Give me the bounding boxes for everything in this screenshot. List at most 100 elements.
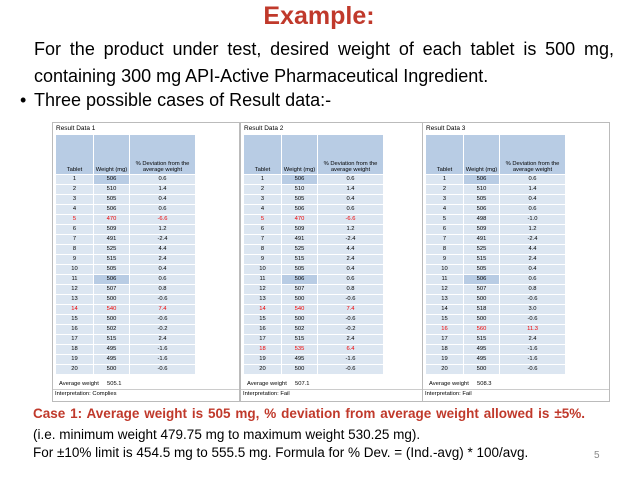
table-cell: 3: [243, 194, 282, 205]
table-cell: 2.4: [317, 334, 384, 345]
table-cell: 498: [463, 214, 500, 225]
table-cell: 0.8: [499, 284, 566, 295]
table-cell: 1.2: [129, 224, 196, 235]
table-row: 3 505 0.4: [55, 194, 196, 205]
table-row: 8 525 4.4: [243, 244, 384, 255]
table-cell: 4.4: [129, 244, 196, 255]
table-row: 7 491 -2.4: [243, 234, 384, 245]
average-value: 507.1: [295, 381, 310, 387]
table-cell: -0.6: [129, 314, 196, 325]
table-caption: Result Data 2: [244, 125, 284, 132]
table-cell: -1.6: [129, 344, 196, 355]
table-row: 14 540 7.4: [243, 304, 384, 315]
table-row: 9 515 2.4: [425, 254, 566, 265]
table-cell: 2.4: [499, 254, 566, 265]
table-cell: 4: [425, 204, 464, 215]
table-cell: 502: [281, 324, 318, 335]
table-cell: 12: [425, 284, 464, 295]
table-cell: 510: [93, 184, 130, 195]
table-cell: 11: [55, 274, 94, 285]
column-header: Tablet: [243, 134, 282, 175]
table-cell: 506: [281, 274, 318, 285]
table-cell: 500: [281, 314, 318, 325]
table-cell: 500: [93, 314, 130, 325]
column-header: Weight (mg): [281, 134, 318, 175]
table-row: 5 498 -1.0: [425, 214, 566, 225]
table-row: 13 500 -0.6: [55, 294, 196, 305]
table-cell: 515: [463, 254, 500, 265]
table-cell: 8: [55, 244, 94, 255]
formula-text: For ±10% limit is 454.5 mg to 555.5 mg. …: [33, 445, 529, 460]
average-row: Average weight 508.3: [423, 379, 609, 389]
table-cell: 10: [55, 264, 94, 275]
average-value: 505.1: [107, 381, 122, 387]
detail-text: (i.e. minimum weight 479.75 mg to maximu…: [33, 427, 421, 442]
table-cell: -0.2: [317, 324, 384, 335]
table-row: 11 506 0.6: [55, 274, 196, 285]
result-table: Result Data 2 Tablet Weight (mg)% Deviatio…: [240, 122, 428, 402]
table-row: 19 495 -1.6: [243, 354, 384, 365]
table-cell: 525: [463, 244, 500, 255]
table-cell: 18: [55, 344, 94, 355]
table-cell: 509: [93, 224, 130, 235]
table-row: 2 510 1.4: [55, 184, 196, 195]
column-header: Weight (mg): [93, 134, 130, 175]
table-cell: 16: [425, 324, 464, 335]
table-cell: 14: [243, 304, 282, 315]
table-cell: 509: [463, 224, 500, 235]
table-cell: 2.4: [499, 334, 566, 345]
bullet-text: Three possible cases of Result data:-: [34, 90, 332, 110]
note: Case 1: Average weight is 505 mg, % devi…: [33, 403, 585, 445]
table-caption: Result Data 3: [426, 125, 466, 132]
table-cell: -0.6: [499, 314, 566, 325]
table-cell: 505: [281, 264, 318, 275]
table-cell: 509: [281, 224, 318, 235]
table-row: 20 500 -0.6: [243, 364, 384, 375]
table-cell: 4.4: [317, 244, 384, 255]
table-cell: 0.8: [129, 284, 196, 295]
table-row: 4 506 0.6: [243, 204, 384, 215]
table-cell: 0.6: [499, 274, 566, 285]
table-cell: 515: [281, 254, 318, 265]
table-cell: 525: [93, 244, 130, 255]
table-cell: 0.4: [317, 194, 384, 205]
table-cell: -1.0: [499, 214, 566, 225]
interpretation: Interpretation: Complies: [53, 389, 239, 399]
table-row: 12 507 0.8: [55, 284, 196, 295]
table-cell: 15: [425, 314, 464, 325]
table-cell: 16: [243, 324, 282, 335]
table-row: 9 515 2.4: [243, 254, 384, 265]
table-cell: 5: [55, 214, 94, 225]
table-cell: 506: [463, 174, 500, 185]
table-cell: 1: [243, 174, 282, 185]
table-cell: 0.6: [317, 204, 384, 215]
table-row: 17 515 2.4: [425, 334, 566, 345]
table-row: 20 500 -0.6: [425, 364, 566, 375]
table-cell: -0.6: [129, 364, 196, 375]
table-cell: 13: [243, 294, 282, 305]
table-cell: 11: [243, 274, 282, 285]
table-cell: 0.4: [129, 264, 196, 275]
table-cell: 0.6: [499, 204, 566, 215]
table-row: 20 500 -0.6: [55, 364, 196, 375]
table-cell: 0.4: [317, 264, 384, 275]
table-row: 8 525 4.4: [425, 244, 566, 255]
table-cell: 3.0: [499, 304, 566, 315]
column-header: % Deviation from the average weight: [499, 134, 566, 175]
average-label: Average weight: [247, 381, 287, 387]
table-cell: -0.6: [499, 294, 566, 305]
table-cell: 2.4: [129, 334, 196, 345]
table-cell: -2.4: [317, 234, 384, 245]
table-cell: 0.6: [317, 274, 384, 285]
table-cell: 505: [93, 194, 130, 205]
table-cell: 2: [425, 184, 464, 195]
table-row: 6 509 1.2: [55, 224, 196, 235]
average-value: 508.3: [477, 381, 492, 387]
table-row: 10 505 0.4: [425, 264, 566, 275]
table-cell: 13: [425, 294, 464, 305]
table-cell: -0.6: [129, 294, 196, 305]
table-cell: 495: [281, 354, 318, 365]
table-cell: 515: [93, 254, 130, 265]
table-cell: 14: [55, 304, 94, 315]
table-row: 1 506 0.6: [425, 174, 566, 185]
